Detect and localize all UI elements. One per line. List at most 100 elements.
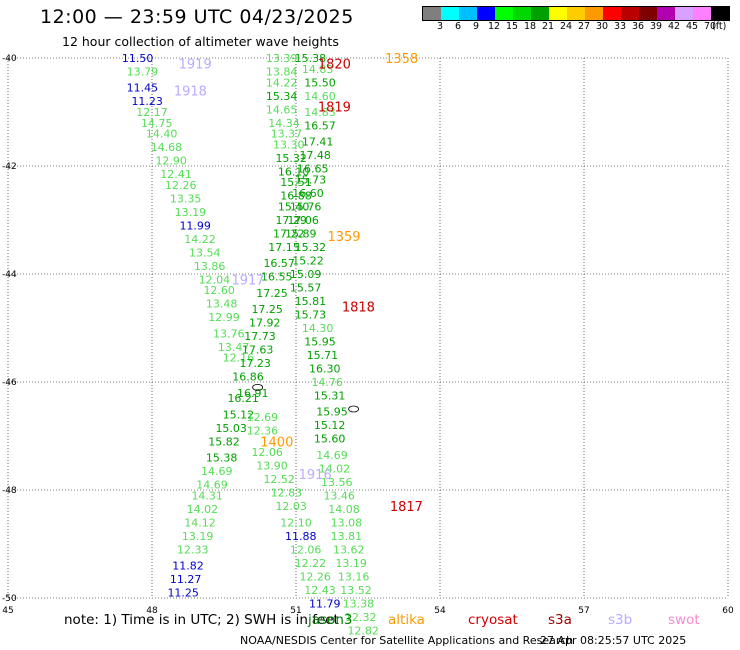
swh-value-label: 17.06 <box>287 214 319 227</box>
swh-value-label: 14.34 <box>268 117 300 130</box>
swh-value-label: 16.88 <box>280 190 312 203</box>
colorbar-swatch <box>693 7 711 20</box>
swh-value-label: 13.54 <box>189 246 221 259</box>
legend-item-s3a: s3a <box>548 612 572 628</box>
x-tick-label: 60 <box>722 606 734 616</box>
colorbar-tick-label: 70 <box>703 21 717 32</box>
swh-value-label: 17.73 <box>244 330 276 343</box>
swh-value-label: 11.45 <box>127 82 159 95</box>
swh-value-label: 13.84 <box>266 66 298 79</box>
swh-value-label: 15.38 <box>295 52 327 65</box>
colorbar-swatch <box>441 7 459 20</box>
swh-value-label: 16.55 <box>261 271 293 284</box>
swh-value-label: 14.83 <box>302 63 334 76</box>
swh-value-label: 17.63 <box>242 344 274 357</box>
swh-value-label: 15.38 <box>206 452 238 465</box>
swh-value-label: 14.30 <box>302 322 334 335</box>
y-tick-label: -44 <box>2 270 17 280</box>
swh-value-label: 13.47 <box>218 341 250 354</box>
y-tick-label: -50 <box>2 594 17 604</box>
swh-value-label: 15.73 <box>295 309 327 322</box>
swh-value-label: 17.92 <box>249 317 281 330</box>
colorbar-tick-label: 6 <box>454 21 462 32</box>
swh-value-label: 14.83 <box>304 106 336 119</box>
swh-value-label: 13.56 <box>321 476 353 489</box>
swh-value-label: 14.22 <box>266 76 298 89</box>
swh-value-label: 15.22 <box>292 255 324 268</box>
y-tick-label: -48 <box>2 486 17 496</box>
colorbar-unit: (ft) <box>712 21 727 32</box>
swh-value-label: 15.57 <box>290 282 322 295</box>
pass-time-label: 1918 <box>174 84 207 99</box>
colorbar-tick-label: 42 <box>667 21 681 32</box>
colorbar-tick-label: 18 <box>523 21 537 32</box>
swh-value-label: 15.76 <box>290 201 322 214</box>
swh-value-label: 13.38 <box>343 597 375 610</box>
swh-value-label: 14.65 <box>266 103 298 116</box>
legend-item-cryosat: cryosat <box>468 612 518 628</box>
swh-value-label: 12.33 <box>177 543 209 556</box>
x-tick-label: 48 <box>146 606 158 616</box>
x-tick-label: 54 <box>434 606 446 616</box>
swh-value-label: 13.52 <box>340 584 372 597</box>
swh-value-label: 15.32 <box>275 152 307 165</box>
swh-value-label: 17.25 <box>256 287 288 300</box>
swh-value-label: 15.95 <box>304 336 336 349</box>
colorbar-tick-label: 39 <box>649 21 663 32</box>
colorbar-swatch <box>549 7 567 20</box>
page-subtitle: 12 hour collection of altimeter wave hei… <box>62 34 339 49</box>
note-text: note: 1) Time is in UTC; 2) SWH is in fe… <box>64 612 339 628</box>
swh-value-label: 11.27 <box>170 573 202 586</box>
swh-value-label: 14.76 <box>311 376 343 389</box>
swh-value-label: 15.09 <box>290 268 322 281</box>
swh-value-label: 12.69 <box>247 411 279 424</box>
swh-value-label: 12.60 <box>203 284 235 297</box>
colorbar-tick-label: 24 <box>559 21 573 32</box>
swh-value-label: 17.22 <box>273 228 305 241</box>
swh-value-label: 12.10 <box>280 516 312 529</box>
swh-value-label: 14.68 <box>151 141 183 154</box>
swh-value-label: 16.21 <box>227 392 259 405</box>
swh-value-label: 12.06 <box>251 446 283 459</box>
swh-value-label: 15.73 <box>295 174 327 187</box>
legend-item-jason3: jason3 <box>308 612 353 628</box>
swh-value-label: 14.22 <box>184 233 216 246</box>
swh-value-label: 12.22 <box>295 557 327 570</box>
swh-value-label: 14.02 <box>187 503 219 516</box>
swh-value-label: 15.81 <box>295 295 327 308</box>
pass-time-label: 1359 <box>327 230 360 245</box>
swh-value-label: 15.82 <box>208 435 240 448</box>
swh-value-label: 16.86 <box>232 371 264 384</box>
page-title: 12:00 — 23:59 UTC 04/23/2025 <box>40 6 354 28</box>
y-tick-label: -46 <box>2 378 17 388</box>
pass-time-label: 1819 <box>318 101 351 116</box>
swh-value-label: 13.37 <box>271 128 303 141</box>
contour-oval <box>348 405 360 413</box>
swh-value-label: 15.89 <box>285 228 317 241</box>
swh-value-label: 13.48 <box>206 298 238 311</box>
colorbar-tick-label: 9 <box>472 21 480 32</box>
colorbar-tick-label: 45 <box>685 21 699 32</box>
swh-value-label: 12.41 <box>160 168 192 181</box>
swh-value-label: 12.06 <box>290 543 322 556</box>
swh-value-label: 15.12 <box>223 408 255 421</box>
y-tick-label: -40 <box>2 54 17 64</box>
contour-oval <box>252 383 264 391</box>
colorbar-tick-label: 3 <box>436 21 444 32</box>
swh-value-label: 15.31 <box>314 390 346 403</box>
pass-time-label: 1818 <box>342 300 375 315</box>
colorbar-swatch <box>459 7 477 20</box>
legend-item-swot: swot <box>668 612 700 628</box>
colorbar-swatch <box>657 7 675 20</box>
swh-value-label: 12.43 <box>304 584 336 597</box>
swh-value-label: 15.32 <box>295 241 327 254</box>
pass-time-label: 1919 <box>179 57 212 72</box>
colorbar-tick-label: 30 <box>595 21 609 32</box>
colorbar-swatch <box>513 7 531 20</box>
swh-value-label: 13.76 <box>213 327 245 340</box>
credit-text: NOAA/NESDIS Center for Satellite Applica… <box>240 634 574 647</box>
colorbar-swatch <box>477 7 495 20</box>
swh-value-label: 16.57 <box>263 257 295 270</box>
pass-time-label: 1400 <box>260 435 293 450</box>
